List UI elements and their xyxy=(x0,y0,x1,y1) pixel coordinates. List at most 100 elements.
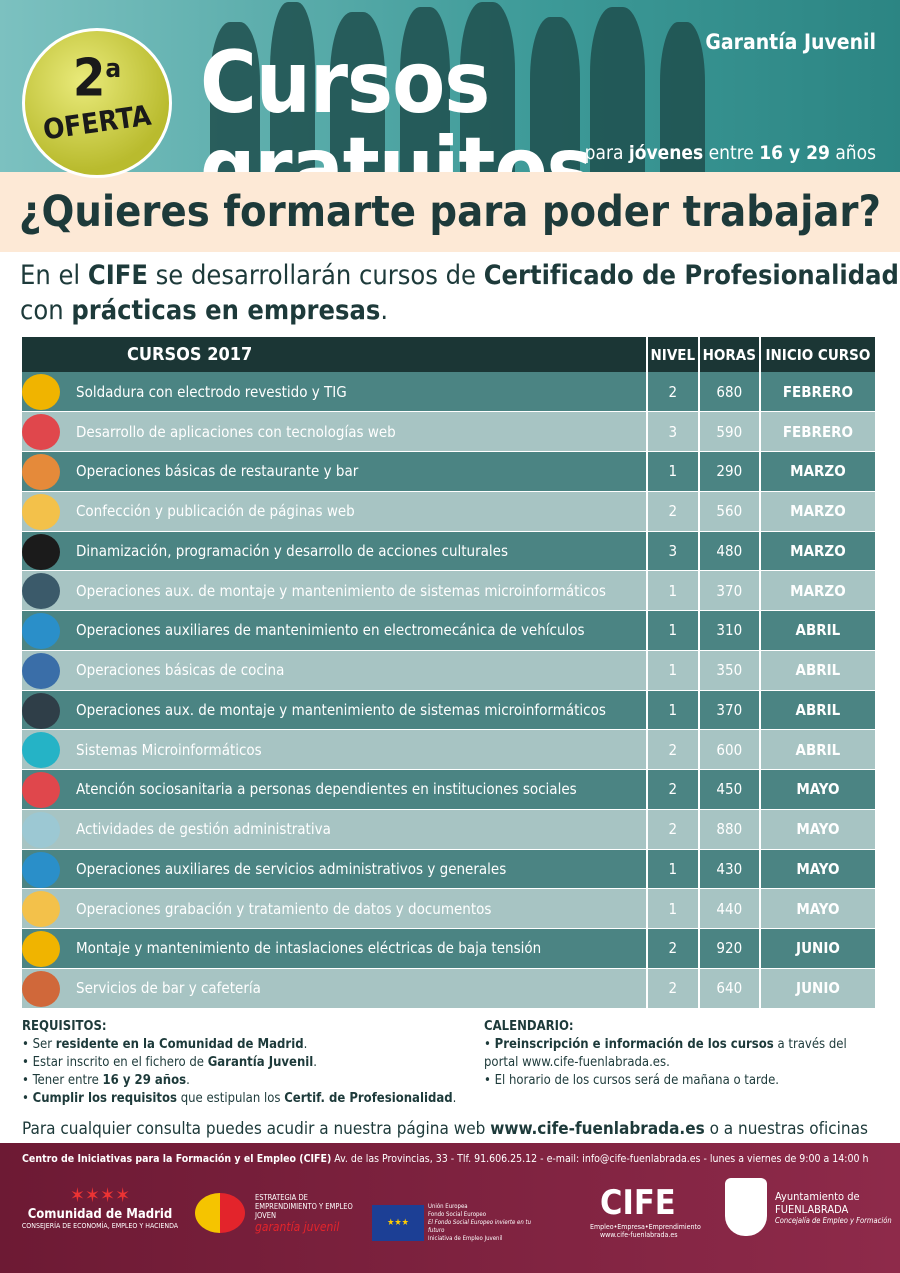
course-icon xyxy=(22,970,60,1007)
course-name: Confección y publicación de páginas web xyxy=(22,491,648,532)
text: CONSEJERÍA DE ECONOMÍA, EMPLEO Y HACIEND… xyxy=(21,1222,179,1230)
logo-ayuntamiento: Ayuntamiento de FUENLABRADA Concejalía de … xyxy=(725,1178,895,1236)
contact: Para cualquier consulta puedes acudir a … xyxy=(22,1119,868,1139)
cell-text: 2 xyxy=(668,740,678,759)
text: con xyxy=(20,295,72,326)
course-icon xyxy=(22,573,60,610)
cell-text: ABRIL xyxy=(795,740,841,759)
course-icon xyxy=(22,692,60,729)
cell-text: Confección y publicación de páginas web xyxy=(76,502,355,521)
hours: 920 xyxy=(698,928,761,969)
cell-text: 3 xyxy=(668,541,678,560)
course-row: Operaciones básicas de cocina 1 350 ABRIL xyxy=(22,650,878,691)
text: Empleo•Empresa•Emprendimiento xyxy=(590,1223,701,1231)
cell-text: 450 xyxy=(716,780,743,799)
level: 1 xyxy=(646,690,700,731)
course-name: Montaje y mantenimiento de intaslaciones… xyxy=(22,928,648,969)
cell-text: Actividades de gestión administrativa xyxy=(76,820,331,839)
cell-text: 2 xyxy=(668,780,678,799)
text: a xyxy=(105,54,122,84)
level: 2 xyxy=(646,769,700,810)
cell-text: Operaciones aux. de montaje y mantenimie… xyxy=(76,581,606,600)
course-icon xyxy=(22,891,60,928)
course-name: Operaciones aux. de montaje y mantenimie… xyxy=(22,570,648,611)
text: Ser xyxy=(32,1037,56,1052)
column-header: NIVEL xyxy=(646,337,700,372)
cell-text: 1 xyxy=(668,462,678,481)
text: Tener entre xyxy=(32,1073,103,1088)
cell-text: MAYO xyxy=(796,820,840,839)
start: FEBRERO xyxy=(759,411,878,452)
text: El horario de los cursos será de mañana … xyxy=(494,1073,779,1088)
course-icon xyxy=(22,652,60,689)
text: . xyxy=(186,1073,190,1088)
cell-text: MARZO xyxy=(790,502,846,521)
cell-text: Soldadura con electrodo revestido y TIG xyxy=(76,382,347,401)
logo-ue: ★★★ Unión Europea Fondo Social Europeo El … xyxy=(372,1203,542,1243)
cell-text: 920 xyxy=(716,939,743,958)
cell-text: FEBRERO xyxy=(782,382,854,401)
course-icon xyxy=(22,493,60,530)
text: . xyxy=(313,1055,318,1070)
cell-text: Servicios de bar y cafetería xyxy=(76,979,261,998)
cell-text: Montaje y mantenimiento de intaslaciones… xyxy=(76,939,542,958)
cell-text: 600 xyxy=(716,740,743,759)
level: 2 xyxy=(646,372,700,413)
course-name: Operaciones auxiliares de servicios admi… xyxy=(22,849,648,890)
cell-text: Operaciones básicas de restaurante y bar xyxy=(76,462,359,481)
course-row: Operaciones grabación y tratamiento de d… xyxy=(22,888,878,929)
start: JUNIO xyxy=(759,928,878,969)
text: para xyxy=(584,142,629,164)
course-icon xyxy=(22,931,60,967)
text: Cumplir los requisitos xyxy=(32,1091,177,1106)
cell-text: 440 xyxy=(716,899,743,918)
level: 2 xyxy=(646,491,700,532)
course-row: Operaciones básicas de restaurante y bar… xyxy=(22,451,878,492)
cell-text: 310 xyxy=(716,621,743,640)
text: residente en la Comunidad de Madrid xyxy=(55,1037,304,1052)
cell-text: Desarrollo de aplicaciones con tecnologí… xyxy=(76,422,396,441)
intro: En el CIFE se desarrollarán cursos de Ce… xyxy=(20,258,900,328)
calendar: CALENDARIO: • Preinscripción e informaci… xyxy=(484,1019,847,1088)
start: MARZO xyxy=(759,531,878,572)
footer: Centro de Iniciativas para la Formación … xyxy=(0,1143,900,1273)
text: CIFE xyxy=(87,260,148,291)
course-name: Sistemas Microinformáticos xyxy=(22,729,648,770)
start: ABRIL xyxy=(759,729,878,770)
course-name: Actividades de gestión administrativa xyxy=(22,809,648,850)
course-row: Desarrollo de aplicaciones con tecnologí… xyxy=(22,411,878,452)
course-row: Servicios de bar y cafetería 2 640 JUNIO xyxy=(22,968,878,1009)
cell-text: MAYO xyxy=(796,780,840,799)
cell-text: MARZO xyxy=(790,462,846,481)
cell-text: 2 xyxy=(668,820,678,839)
start: JUNIO xyxy=(759,968,878,1009)
cell-text: MAYO xyxy=(796,899,840,918)
hours: 560 xyxy=(698,491,761,532)
course-name: Soldadura con electrodo revestido y TIG xyxy=(22,372,648,413)
subtitle: para jóvenes entre 16 y 29 años xyxy=(585,142,876,164)
course-row: Actividades de gestión administrativa 2 88… xyxy=(22,809,878,850)
text: garantía juvenil xyxy=(255,1220,340,1234)
text: Estar inscrito en el fichero de xyxy=(32,1055,208,1070)
start: MARZO xyxy=(759,451,878,492)
cell-text: Sistemas Microinformáticos xyxy=(76,740,262,759)
column-header: CURSOS 2017 xyxy=(22,337,648,372)
cell-text: FEBRERO xyxy=(782,422,854,441)
text: entre xyxy=(703,142,760,164)
start: ABRIL xyxy=(759,690,878,731)
text: se desarrollarán cursos de xyxy=(147,260,484,291)
course-row: Operaciones aux. de montaje y mantenimie… xyxy=(22,690,878,731)
cell-text: JUNIO xyxy=(796,979,840,998)
course-row: Operaciones auxiliares de mantenimiento … xyxy=(22,610,878,651)
hours: 480 xyxy=(698,531,761,572)
course-name: Atención sociosanitaria a personas depen… xyxy=(22,769,648,810)
cell-text: Operaciones aux. de montaje y mantenimie… xyxy=(76,700,606,719)
text: que estipulan los xyxy=(177,1091,285,1106)
text: El Fondo Social Europeo invierte en tu f… xyxy=(428,1219,532,1234)
cell-text: Operaciones auxiliares de mantenimiento … xyxy=(76,621,585,640)
cell-text: 1 xyxy=(668,700,678,719)
course-row: Operaciones auxiliares de servicios admi… xyxy=(22,849,878,890)
start: MARZO xyxy=(759,491,878,532)
course-name: Desarrollo de aplicaciones con tecnologí… xyxy=(22,411,648,452)
level: 3 xyxy=(646,411,700,452)
